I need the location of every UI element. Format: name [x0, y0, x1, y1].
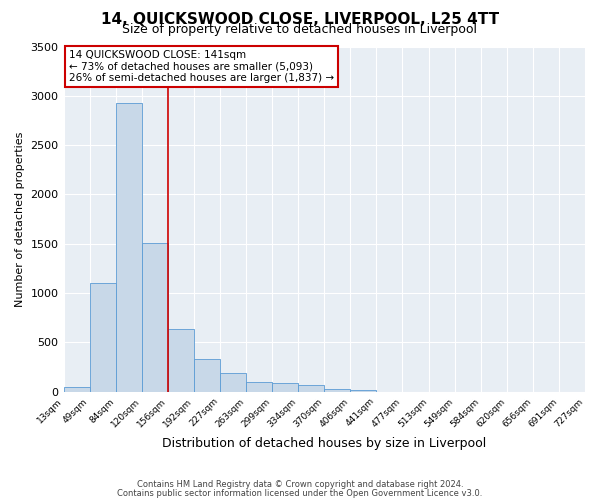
Bar	[168, 328, 194, 392]
Bar	[272, 383, 298, 392]
Text: Contains HM Land Registry data © Crown copyright and database right 2024.: Contains HM Land Registry data © Crown c…	[137, 480, 463, 489]
Y-axis label: Number of detached properties: Number of detached properties	[15, 132, 25, 307]
Bar	[324, 389, 350, 392]
Bar	[350, 390, 376, 392]
Text: 14 QUICKSWOOD CLOSE: 141sqm
← 73% of detached houses are smaller (5,093)
26% of : 14 QUICKSWOOD CLOSE: 141sqm ← 73% of det…	[69, 50, 334, 83]
X-axis label: Distribution of detached houses by size in Liverpool: Distribution of detached houses by size …	[162, 437, 487, 450]
Bar	[220, 373, 246, 392]
Bar	[116, 102, 142, 392]
Text: Size of property relative to detached houses in Liverpool: Size of property relative to detached ho…	[122, 22, 478, 36]
Bar	[64, 387, 89, 392]
Bar	[298, 386, 324, 392]
Bar	[89, 283, 116, 392]
Bar	[142, 243, 168, 392]
Text: Contains public sector information licensed under the Open Government Licence v3: Contains public sector information licen…	[118, 488, 482, 498]
Bar	[194, 359, 220, 392]
Bar	[246, 382, 272, 392]
Text: 14, QUICKSWOOD CLOSE, LIVERPOOL, L25 4TT: 14, QUICKSWOOD CLOSE, LIVERPOOL, L25 4TT	[101, 12, 499, 28]
